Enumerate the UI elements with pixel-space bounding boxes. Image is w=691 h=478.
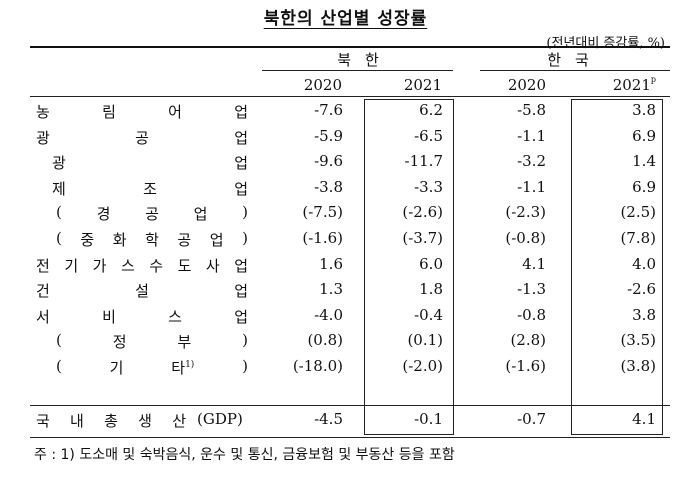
footnote: 주 : 1) 도소매 및 숙박음식, 운수 및 통신, 금융보험 및 부동산 등… <box>34 447 455 463</box>
cell-value: (-18.0) <box>292 357 343 375</box>
cell-value: -2.6 <box>627 280 656 299</box>
cell-value: (0.8) <box>307 331 343 350</box>
table-row-total: 국 내 총 생 산 (GDP) -4.5 -0.1 -0.7 4.1 <box>0 410 691 435</box>
cell-value: (-0.8) <box>505 229 546 247</box>
table-top-rule <box>30 46 670 48</box>
cell-value: 6.2 <box>419 101 443 119</box>
cell-value: 1.6 <box>319 254 343 273</box>
header-bottom-rule <box>30 96 670 97</box>
cell-value: -1.3 <box>517 280 546 299</box>
group-rule-south <box>480 70 670 71</box>
row-label: (경 공 업) <box>56 203 248 224</box>
cell-value: 3.8 <box>632 305 656 324</box>
cell-value: -7.6 <box>314 101 343 119</box>
group-label-north-korea: 북한 <box>337 51 393 69</box>
cell-value: (2.5) <box>620 203 656 222</box>
cell-value: -0.8 <box>517 305 546 324</box>
highlight-box-nk-2021 <box>364 99 454 435</box>
cell-value: (-1.6) <box>505 357 546 375</box>
cell-value-total: -4.5 <box>314 410 343 428</box>
table-row: 제 조 업 -3.8 -3.3 -1.1 6.9 <box>0 178 691 203</box>
cell-value: (-1.6) <box>302 229 343 247</box>
cell-value: -1.1 <box>517 177 546 196</box>
cell-value: 1.3 <box>319 280 343 299</box>
cell-value: -3.8 <box>314 177 343 196</box>
cell-value-total: -0.1 <box>414 410 443 428</box>
cell-value: -1.1 <box>517 126 546 145</box>
group-rule-north <box>262 70 453 71</box>
cell-value: (-2.0) <box>402 357 443 375</box>
cell-value: (-2.6) <box>402 203 443 222</box>
table-title: 북한의 산업별 성장률 <box>263 9 428 29</box>
row-label: (중 화 학 공 업) <box>56 229 248 249</box>
table-bottom-rule <box>30 437 670 438</box>
year-header-sk-2020: 2020 <box>507 76 546 94</box>
cell-value: (3.8) <box>620 357 656 375</box>
cell-value: -3.2 <box>517 152 546 171</box>
cell-value: 4.0 <box>632 254 656 273</box>
cell-value: -0.4 <box>414 305 443 324</box>
table-row: 광 업 -9.6 -11.7 -3.2 1.4 <box>0 152 691 177</box>
row-label-total-suffix: (GDP) <box>197 410 243 428</box>
cell-value: (-7.5) <box>302 203 343 222</box>
table-row: 광 공 업 -5.9 -6.5 -1.1 6.9 <box>0 127 691 152</box>
cell-value: (2.8) <box>510 331 546 350</box>
cell-value: (3.5) <box>620 331 656 350</box>
year-header-nk-2020: 2020 <box>303 76 342 94</box>
cell-value: -4.0 <box>314 305 343 324</box>
cell-value: -5.9 <box>314 126 343 145</box>
cell-value: 1.8 <box>419 280 443 299</box>
table-row: 서 비 스 업 -4.0 -0.4 -0.8 3.8 <box>0 306 691 331</box>
cell-value: 6.0 <box>419 254 443 273</box>
row-label: (정 부) <box>56 331 248 352</box>
table-row: (기 타1)) (-18.0) (-2.0) (-1.6) (3.8) <box>0 357 691 382</box>
cell-value: -9.6 <box>314 152 343 171</box>
year-header-sk-2021: 2021p <box>612 75 656 94</box>
year-header-nk-2021: 2021 <box>403 76 442 94</box>
cell-value-total: 4.1 <box>632 410 656 428</box>
cell-value: 6.9 <box>632 177 656 196</box>
table-row: 농 림 어 업 -7.6 6.2 -5.8 3.8 <box>0 101 691 126</box>
cell-value: 4.1 <box>522 254 546 273</box>
total-top-rule <box>30 405 670 406</box>
cell-value: 1.4 <box>632 152 656 171</box>
cell-value: 6.9 <box>632 126 656 145</box>
cell-value-total: -0.7 <box>517 410 546 428</box>
cell-value: (-3.7) <box>402 229 443 247</box>
cell-value: (7.8) <box>620 229 656 247</box>
table-row: (정 부) (0.8) (0.1) (2.8) (3.5) <box>0 331 691 356</box>
table-row: (경 공 업) (-7.5) (-2.6) (-2.3) (2.5) <box>0 203 691 228</box>
cell-value: -3.3 <box>414 177 443 196</box>
cell-value: -11.7 <box>404 152 443 171</box>
cell-value: -6.5 <box>414 126 443 145</box>
table-row: 건 설 업 1.3 1.8 -1.3 -2.6 <box>0 280 691 305</box>
cell-value: (0.1) <box>407 331 443 350</box>
table-row: 전 기 가 스 수 도 사 업 1.6 6.0 4.1 4.0 <box>0 255 691 280</box>
table-row: (중 화 학 공 업) (-1.6) (-3.7) (-0.8) (7.8) <box>0 229 691 254</box>
cell-value: -5.8 <box>517 101 546 119</box>
cell-value: 3.8 <box>632 101 656 119</box>
highlight-box-sk-2021 <box>571 99 663 435</box>
row-label: (기 타1)) <box>56 357 248 377</box>
cell-value: (-2.3) <box>505 203 546 222</box>
group-label-south-korea: 한국 <box>547 51 603 69</box>
